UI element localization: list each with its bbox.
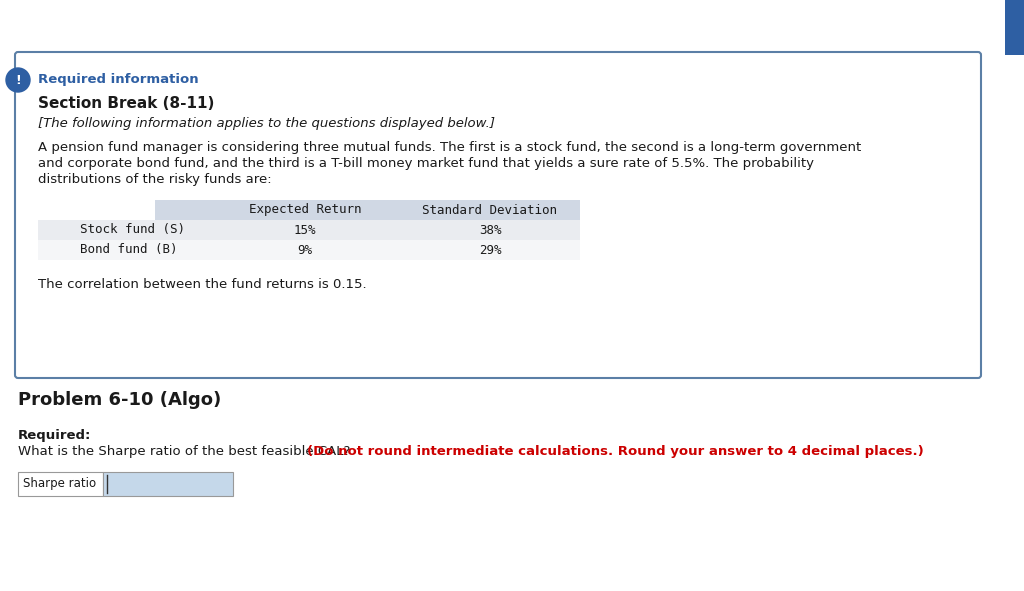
Text: The correlation between the fund returns is 0.15.: The correlation between the fund returns…: [38, 278, 367, 291]
FancyBboxPatch shape: [15, 52, 981, 378]
Text: Bond fund (B): Bond fund (B): [80, 243, 177, 256]
Text: A pension fund manager is considering three mutual funds. The first is a stock f: A pension fund manager is considering th…: [38, 141, 861, 154]
Text: !: !: [15, 73, 20, 86]
Circle shape: [6, 68, 30, 92]
Text: Sharpe ratio: Sharpe ratio: [24, 478, 96, 491]
Text: distributions of the risky funds are:: distributions of the risky funds are:: [38, 174, 271, 187]
Text: 29%: 29%: [479, 243, 502, 256]
Text: 38%: 38%: [479, 223, 502, 236]
Bar: [155, 200, 580, 220]
Text: Required:: Required:: [18, 428, 91, 441]
Text: Standard Deviation: Standard Deviation: [423, 203, 557, 216]
Text: Required information: Required information: [38, 73, 199, 86]
Text: 9%: 9%: [298, 243, 312, 256]
Bar: [18, 472, 103, 496]
Bar: [38, 220, 580, 240]
Text: Problem 6-10 (Algo): Problem 6-10 (Algo): [18, 391, 221, 409]
Text: Stock fund (S): Stock fund (S): [80, 223, 185, 236]
Text: [The following information applies to the questions displayed below.]: [The following information applies to th…: [38, 116, 495, 129]
Text: Expected Return: Expected Return: [249, 203, 361, 216]
Bar: [38, 240, 580, 260]
Text: Section Break (8-11): Section Break (8-11): [38, 96, 214, 111]
Text: and corporate bond fund, and the third is a T-bill money market fund that yields: and corporate bond fund, and the third i…: [38, 157, 814, 170]
Text: (Do not round intermediate calculations. Round your answer to 4 decimal places.): (Do not round intermediate calculations.…: [307, 446, 924, 459]
Bar: [103, 472, 233, 496]
Text: 15%: 15%: [294, 223, 316, 236]
Text: What is the Sharpe ratio of the best feasible CAL?: What is the Sharpe ratio of the best fea…: [18, 446, 354, 459]
